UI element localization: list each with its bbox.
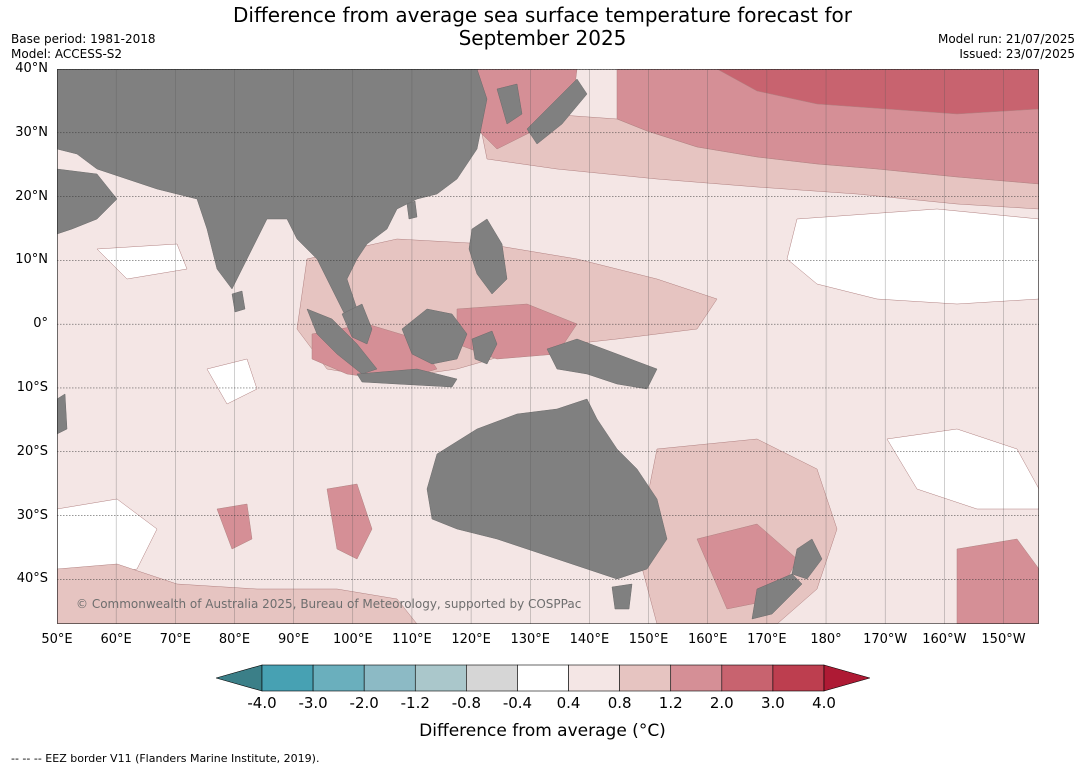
anomaly-region-south-indian-warm	[57, 563, 418, 624]
colorbar-segment	[619, 664, 672, 692]
colorbar-tick-label: -3.0	[298, 694, 328, 712]
latitude-label: 0°	[33, 316, 48, 332]
latitude-label: 10°S	[16, 379, 48, 395]
longitude-label: 170°W	[863, 632, 908, 647]
colorbar-segment	[312, 664, 365, 692]
copyright-notice: © Commonwealth of Australia 2025, Bureau…	[76, 597, 582, 611]
colorbar-tick-label: -0.4	[502, 694, 533, 712]
latitude-label: 20°N	[15, 188, 48, 204]
map-frame	[57, 69, 1039, 624]
colorbar-tick-label: -4.0	[247, 694, 277, 712]
land-sumatra	[306, 308, 378, 375]
anomaly-region-central-pacific-neutral	[786, 208, 1039, 305]
colorbar-tick-label: 1.2	[658, 694, 683, 712]
longitude-label: 60°E	[100, 632, 132, 647]
land-sulawesi	[471, 330, 498, 365]
anomaly-region-indian-neutral-1	[57, 498, 158, 580]
colorbar-segment	[721, 664, 774, 692]
longitude-label: 160°W	[922, 632, 967, 647]
colorbar	[216, 664, 870, 692]
colorbar-segment	[517, 664, 569, 692]
anomaly-region-north-pacific-moderate	[476, 108, 1039, 210]
colorbar-label-unit: °C)	[638, 721, 666, 741]
base-period: Base period: 1981-2018	[11, 32, 156, 46]
land-australia	[426, 398, 668, 580]
land-arabia	[57, 168, 118, 235]
title-line-1: Difference from average sea surface temp…	[232, 3, 852, 27]
colorbar-segment	[363, 664, 416, 692]
land-borneo	[401, 308, 468, 365]
eez-footnote: -- -- -- EEZ border V11 (Flanders Marine…	[11, 752, 320, 765]
land-masses	[57, 69, 823, 620]
latitude-label: 20°S	[16, 443, 48, 459]
land-asia	[57, 69, 488, 320]
land-philippines	[468, 218, 508, 295]
anomaly-region-indian-neutral-3	[96, 243, 188, 280]
graticule	[57, 69, 1039, 624]
land-nz-south	[751, 573, 803, 620]
anomaly-region-south-pacific-neutral	[886, 428, 1039, 510]
latitude-label: 30°S	[16, 507, 48, 523]
longitude-label: 130°E	[510, 632, 551, 647]
longitude-label: 70°E	[159, 632, 191, 647]
title-line-2: September 2025	[458, 26, 627, 50]
colorbar-label: Difference from average (°C)	[0, 721, 1085, 741]
longitude-label: 170°E	[747, 632, 787, 647]
meta-right: Model run: 21/07/2025 Issued: 23/07/2025	[938, 32, 1075, 62]
longitude-label: 80°E	[218, 632, 251, 647]
longitude-label: 150°W	[981, 632, 1026, 647]
land-japan	[526, 78, 588, 145]
latitude-label: 10°N	[15, 252, 48, 268]
colorbar-segment	[466, 664, 518, 692]
latitude-label: 30°N	[15, 124, 48, 140]
colorbar-segment	[670, 664, 723, 692]
longitude-label: 150°E	[628, 632, 669, 647]
land-madagascar	[57, 393, 68, 435]
longitude-label: 110°E	[392, 632, 432, 647]
colorbar-tick-label: 0.8	[607, 694, 632, 712]
colorbar-tick-label: 0.4	[556, 694, 581, 712]
colorbar-over-arrow	[823, 664, 870, 692]
latitude-label: 40°N	[15, 61, 48, 76]
colorbar-tick-label: -2.0	[349, 694, 379, 712]
land-tasmania	[611, 583, 633, 610]
colorbar-tick-label: 2.0	[709, 694, 734, 712]
sst-anomaly-map	[57, 69, 1039, 624]
longitude-label: 160°E	[687, 632, 728, 647]
colorbar-segment	[568, 664, 620, 692]
meta-left: Base period: 1981-2018 Model: ACCESS-S2	[11, 32, 156, 62]
colorbar-tick-label: 4.0	[812, 694, 836, 712]
longitude-label: 120°E	[451, 632, 491, 647]
colorbar-under-arrow	[216, 664, 263, 692]
colorbar-tick-label: -1.2	[400, 694, 430, 712]
anomaly-region-south-indian-strong	[326, 483, 373, 560]
longitude-label: 90°E	[277, 632, 310, 647]
anomaly-field	[57, 69, 1039, 624]
colorbar-tick-label: -0.8	[451, 694, 481, 712]
issued-date: Issued: 23/07/2025	[959, 47, 1075, 61]
model-name: Model: ACCESS-S2	[11, 47, 123, 61]
longitude-label: 180°	[810, 632, 842, 647]
land-sri-lanka	[231, 290, 246, 313]
colorbar-segment	[261, 664, 314, 692]
land-new-guinea	[546, 338, 658, 390]
latitude-label: 40°S	[16, 571, 48, 587]
anomaly-region-east-pacific-strong	[956, 538, 1039, 624]
colorbar-segment	[414, 664, 467, 692]
longitude-label: 140°E	[569, 632, 610, 647]
land-korea	[496, 83, 523, 125]
model-run: Model run: 21/07/2025	[937, 32, 1075, 46]
colorbar-label-text: Difference from average (	[419, 721, 639, 741]
colorbar-tick-label: 3.0	[760, 694, 785, 712]
anomaly-region-indian-neutral-2	[206, 358, 258, 405]
colorbar-segment	[772, 664, 825, 692]
land-java	[356, 368, 458, 388]
land-nz-north	[791, 538, 823, 580]
longitude-label: 50°E	[41, 632, 73, 647]
longitude-label: 100°E	[333, 632, 373, 647]
map-title: Difference from average sea surface temp…	[0, 4, 1085, 50]
